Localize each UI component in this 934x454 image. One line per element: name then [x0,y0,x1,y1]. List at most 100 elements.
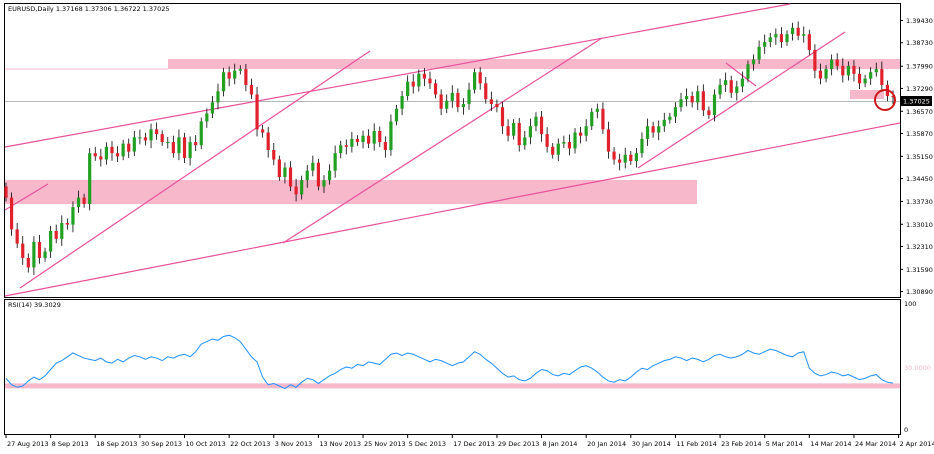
current-price-label: 1.37025 [903,98,930,106]
candle-bull [322,180,326,187]
candle-bear [316,162,321,187]
price-tick-label: 1.33730 [906,198,933,206]
candle-bear [578,132,583,136]
time-tick-label: 22 Oct 2013 [230,440,270,448]
candle-bull [361,135,365,143]
time-tick-label: 30 Jan 2014 [632,440,671,448]
candle-bull [785,34,789,43]
candle-bear [456,92,460,108]
candle-bull [473,72,477,90]
price-tick-label: 1.37990 [906,63,933,71]
candle-bull [584,126,588,136]
candle-bull [562,142,566,144]
candle-bear [115,153,120,157]
candle-bull [71,207,75,225]
candle-bull [802,34,806,36]
candle-bull [49,230,53,252]
wedge-line-a [725,62,757,87]
candle-bear [729,80,733,93]
candle-bear [701,91,705,111]
time-tick-label: 5 Dec 2013 [409,440,446,448]
candle-bull [406,81,410,97]
candle-bull [467,89,471,104]
candle-bull [595,108,599,112]
rsi-level-100-label: 100 [904,300,916,308]
time-tick-label: 20 Jan 2014 [587,440,626,448]
candle-bear [835,59,839,66]
candle-bull [60,223,64,239]
candle-bull [863,78,867,84]
candle-bull [657,126,661,133]
candle-bear [272,150,276,160]
candle-bear [880,69,884,85]
candle-bull [461,103,466,108]
candle-bear [796,27,800,36]
candle-bear [439,94,443,109]
candle-bear [489,99,493,104]
candle-bull [645,126,650,139]
candle-bear [618,159,622,163]
candle-bull [623,154,627,163]
candle-bull [684,96,689,100]
candle-bull [830,59,834,70]
candle-bear [171,142,175,154]
candle-bear [37,242,42,258]
candle-bear [551,146,555,155]
candle-bear [707,110,711,116]
candle-bull [177,137,181,154]
candle-bull [221,72,226,92]
time-tick-label: 14 Mar 2014 [810,440,851,448]
candle-bear [690,96,694,103]
candle-bull [138,137,142,139]
candle-bear [266,132,270,150]
price-tick-label: 1.31590 [906,266,933,274]
candle-bear [143,137,148,141]
candle-bear [182,137,187,158]
candle-bear [15,229,19,244]
candle-bull [121,143,125,157]
candle-bull [32,242,36,268]
price-tick-label: 1.37290 [906,85,933,93]
candle-bull [400,96,404,109]
rsi-series-line [5,334,894,390]
price-tick-label: 1.33010 [906,221,933,229]
candle-bull [372,130,376,144]
candle-bear [26,257,30,268]
candle-bear [517,123,521,146]
time-tick-label: 8 Jan 2014 [543,440,578,448]
candle-bull [216,91,220,103]
candle-bull [389,121,393,150]
trendlines [4,3,901,297]
price-tick-label: 1.38730 [906,39,933,47]
candle-bear [813,50,817,71]
current-zone [850,90,884,99]
candle-bull [76,197,81,208]
candle-bear [294,186,298,195]
candle-bull [394,108,399,122]
candle-bull [300,180,304,195]
candle-bear [255,94,259,130]
candle-bull [528,126,532,138]
candle-bull [210,102,215,114]
candle-bull [679,99,683,108]
candle-bull [824,69,828,79]
candle-bear [612,151,616,160]
candle-bull [327,170,332,181]
candle-bull [790,27,795,35]
candle-bull [88,153,92,204]
candle-bear [4,186,8,198]
time-axis: 27 Aug 2013 8 Sep 2013 18 Sep 2013 30 Sep 2… [5,434,934,448]
current-price-marker-circle [874,89,896,111]
time-tick-label: 25 Nov 2013 [364,440,406,448]
candle-bear [841,65,845,76]
time-tick-label: 10 Oct 2013 [186,440,226,448]
candle-bear [249,84,254,95]
time-tick-label: 17 Dec 2013 [453,440,495,448]
candle-bull [350,138,354,147]
candle-bear [65,223,69,225]
candle-bull [188,142,192,158]
candle-bull [590,111,594,127]
candle-bull [333,153,337,171]
time-tick-label: 8 Sep 2013 [52,440,89,448]
